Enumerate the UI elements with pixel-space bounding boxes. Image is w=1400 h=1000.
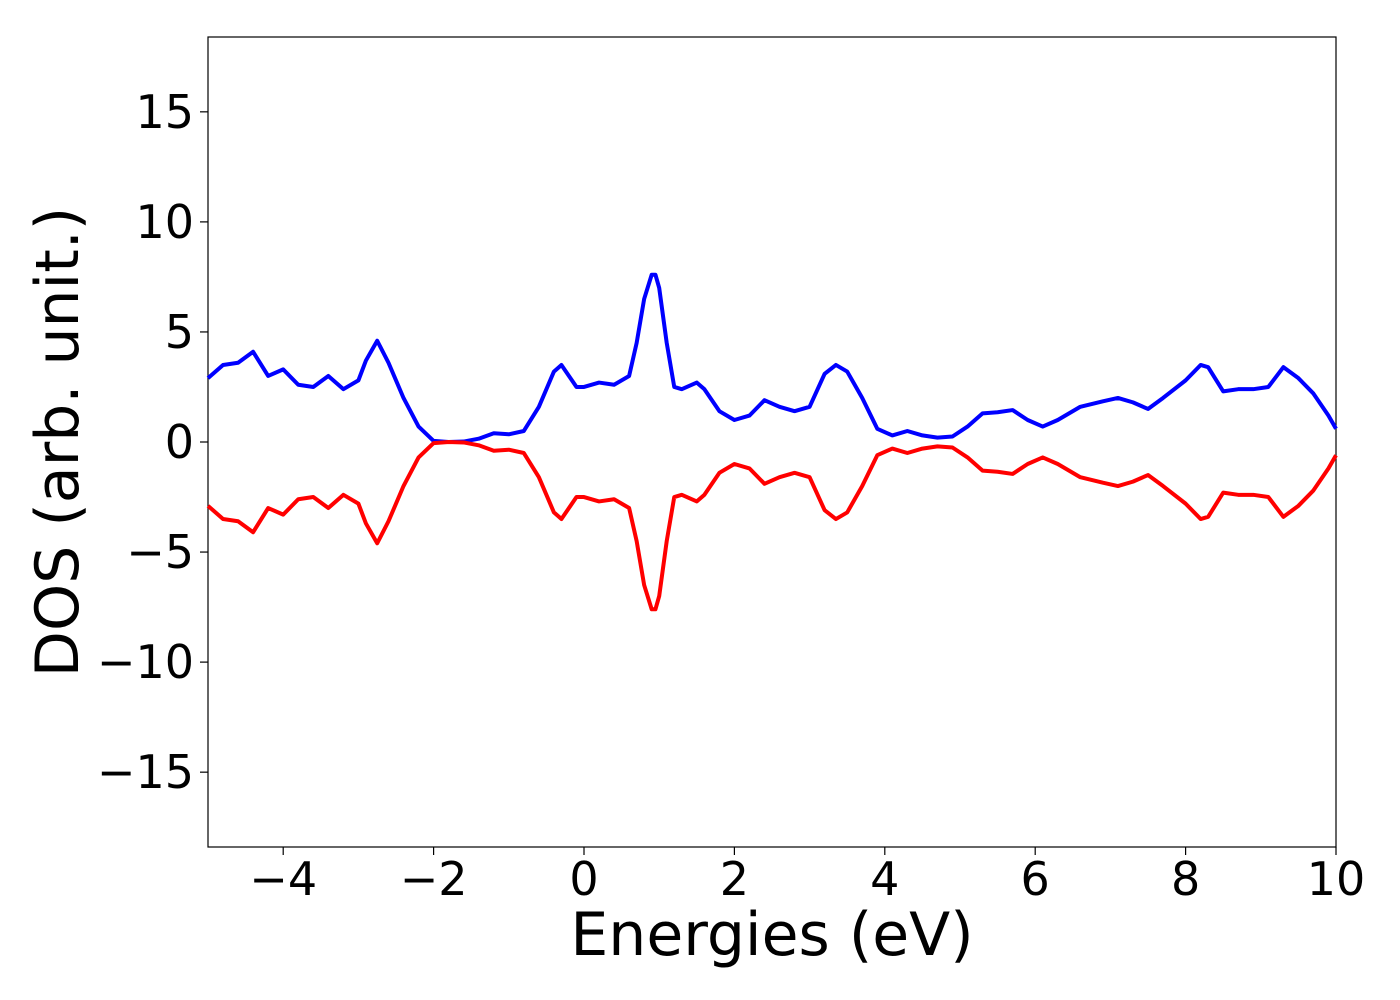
x-tick-label: 10 [1307,852,1366,906]
series-line [206,272,1338,444]
y-tick-label: −5 [126,525,194,579]
series-line [206,440,1338,612]
y-tick-label: −15 [97,745,194,799]
y-tick-label: 15 [135,85,194,139]
y-tick-label: −10 [97,635,194,689]
y-tick-label: 10 [135,195,194,249]
x-axis-title: Energies (eV) [570,900,973,970]
x-tick-label: 6 [1021,852,1050,906]
x-tick-label: −4 [249,852,317,906]
x-tick-label: 8 [1171,852,1200,906]
x-tick-label: −2 [400,852,468,906]
x-tick-label: 2 [720,852,749,906]
x-tick-label: 0 [569,852,598,906]
x-tick-label: 4 [870,852,899,906]
y-tick-label: 5 [165,305,194,359]
y-tick-label: 0 [165,415,194,469]
y-axis-title: DOS (arb. unit.) [23,207,93,677]
plot-frame [207,36,1337,848]
